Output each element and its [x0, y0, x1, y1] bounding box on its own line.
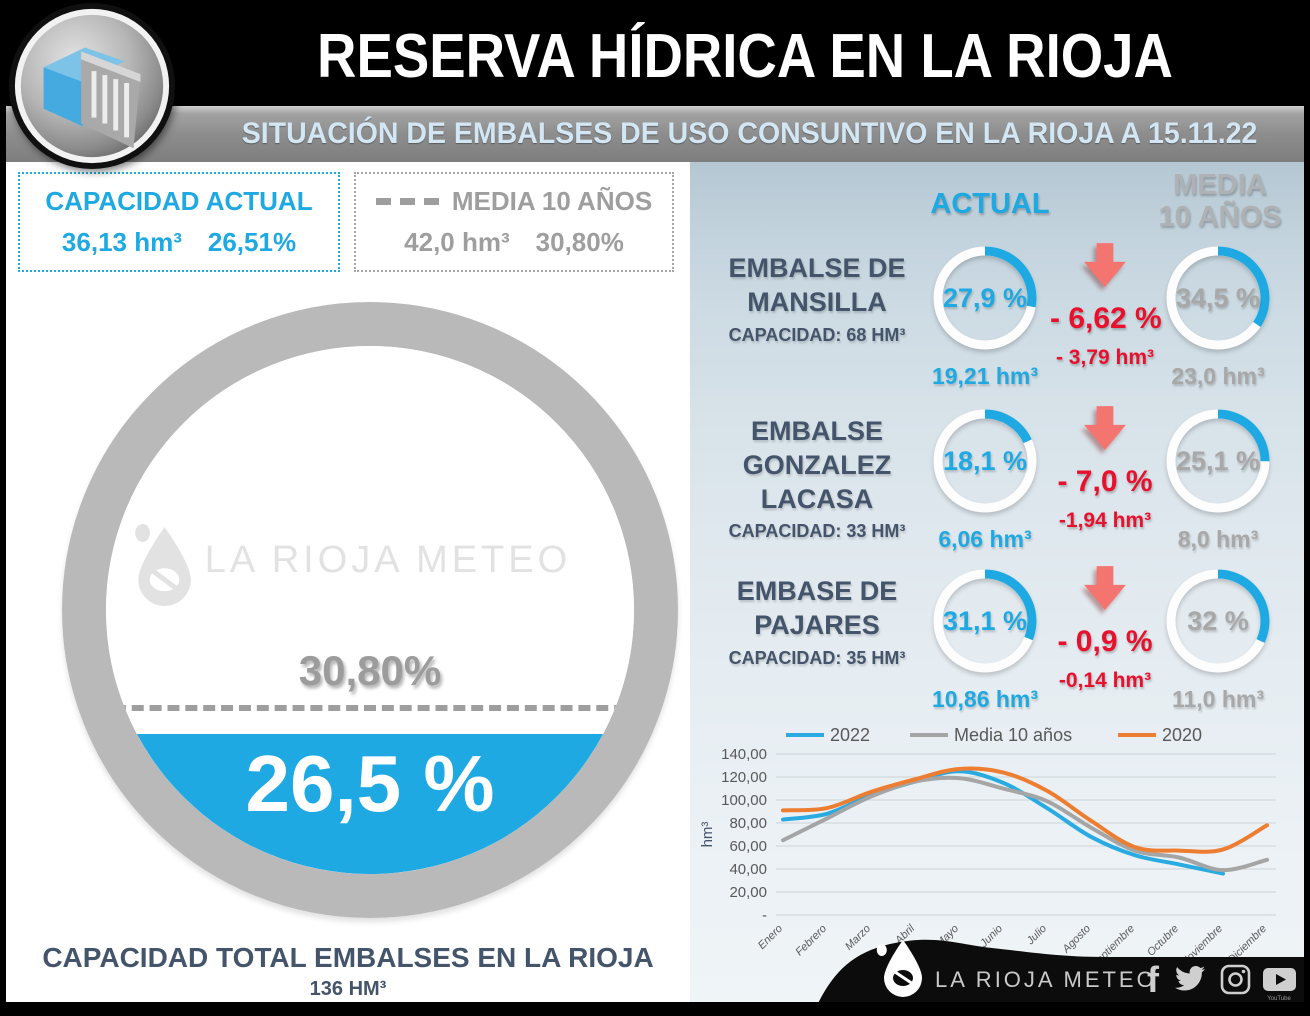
- media-gauge: 25,1 %: [1162, 405, 1274, 517]
- drop-icon: [134, 523, 191, 606]
- delta-block: - 6,62 % - 3,79 hm³: [1050, 241, 1162, 370]
- page-title: RESERVA HÍDRICA EN LA RIOJA: [317, 21, 1173, 91]
- capacidad-actual-volume: 36,13 hm³: [61, 227, 182, 257]
- media-volume: 8,0 hm³: [1177, 526, 1259, 552]
- media-10-percent: 30,80%: [535, 227, 624, 257]
- media-percent: 25,1 %: [1175, 445, 1261, 476]
- delta-block: - 7,0 % -1,94 hm³: [1050, 404, 1160, 533]
- svg-text:Media 10 años: Media 10 años: [954, 725, 1072, 745]
- down-arrow-icon: [1084, 406, 1126, 450]
- svg-text:-: -: [762, 907, 767, 924]
- subtitle-text: SITUACIÓN DE EMBALSES DE USO CONSUNTIVO …: [242, 117, 1258, 150]
- reservoir-capacity: CAPACIDAD: 35 HM³: [728, 647, 906, 668]
- actual-gauge: 27,9 %: [929, 242, 1041, 354]
- delta-percent: - 7,0 %: [1057, 465, 1153, 498]
- reservoir-row-pajares: EMBASE DE PAJARES CAPACIDAD: 35 HM³ 31,1…: [690, 566, 1304, 735]
- svg-text:20,00: 20,00: [729, 884, 767, 901]
- media-10-volume: 42,0 hm³: [404, 227, 510, 257]
- delta-volume: -1,94 hm³: [1058, 509, 1152, 532]
- footer-brand-bar: LA RIOJA METEO f YouTube: [818, 939, 1304, 1002]
- actual-volume: 19,21 hm³: [931, 363, 1039, 389]
- media-volume: 11,0 hm³: [1171, 686, 1265, 712]
- reservoir-capacity: CAPACIDAD: 68 HM³: [728, 324, 906, 345]
- youtube-icon[interactable]: YouTube: [1263, 968, 1296, 1002]
- svg-text:140,00: 140,00: [721, 746, 767, 763]
- total-capacity-gauge: 30,80% 26,5 %: [62, 302, 678, 918]
- instagram-icon[interactable]: [1220, 964, 1251, 995]
- delta-percent: - 0,9 %: [1057, 625, 1153, 658]
- svg-text:60,00: 60,00: [729, 838, 767, 855]
- actual-gauge: 18,1 %: [929, 405, 1041, 517]
- media-percent: 32 %: [1187, 605, 1249, 636]
- actual-percent-label: 26,5 %: [245, 739, 495, 829]
- reservoir-name: EMBALSE: [750, 416, 883, 446]
- column-header-actual: ACTUAL: [930, 188, 1050, 220]
- caption-capacity: 136 HM³: [309, 978, 387, 1000]
- annual-evolution-chart: 140,00 120,00 100,00 80,00 60,00 40,00 20,00 -E…: [699, 725, 1276, 957]
- capacidad-actual-label: CAPACIDAD ACTUAL: [45, 186, 313, 216]
- reservoir-name: EMBASE DE: [736, 576, 898, 606]
- total-capacity-caption: CAPACIDAD TOTAL EMBALSES EN LA RIOJA 136…: [6, 942, 690, 1001]
- actual-percent: 18,1 %: [942, 445, 1028, 476]
- capacidad-actual-box: CAPACIDAD ACTUAL 36,13 hm³ 26,51%: [18, 172, 340, 272]
- svg-text:2022: 2022: [830, 725, 870, 745]
- delta-volume: -0,14 hm³: [1058, 669, 1152, 692]
- actual-gauge: 31,1 %: [929, 565, 1041, 677]
- subtitle-bar: SITUACIÓN DE EMBALSES DE USO CONSUNTIVO …: [6, 106, 1304, 162]
- svg-text:40,00: 40,00: [729, 861, 767, 878]
- delta-volume: - 3,79 hm³: [1055, 346, 1155, 369]
- watermark: LA RIOJA METEO: [6, 514, 690, 606]
- svg-text:Enero: Enero: [756, 923, 785, 952]
- brand-text: LA RIOJA METEO: [935, 967, 1157, 992]
- media-percent-label: 30,80%: [298, 647, 442, 695]
- dam-logo-icon: [8, 2, 176, 170]
- media-10-box: MEDIA 10 AÑOS 42,0 hm³ 30,80%: [354, 172, 674, 272]
- reservoir-row-gonzalez-lacasa: EMBALSE GONZALEZ LACASA CAPACIDAD: 33 HM…: [690, 406, 1304, 575]
- left-panel: CAPACIDAD ACTUAL 36,13 hm³ 26,51% MEDIA …: [6, 162, 690, 1002]
- media-volume: 23,0 hm³: [1171, 363, 1265, 389]
- delta-block: - 0,9 % -0,14 hm³: [1050, 564, 1160, 693]
- dashed-line-icon: [375, 198, 440, 205]
- facebook-icon[interactable]: f: [1147, 959, 1160, 1000]
- water-fill: [106, 734, 634, 874]
- header: RESERVA HÍDRICA EN LA RIOJA: [0, 0, 1310, 106]
- watermark-text: LA RIOJA METEO: [204, 538, 572, 581]
- svg-text:120,00: 120,00: [721, 769, 767, 786]
- right-panel: ACTUAL MEDIA 10 AÑOS EMBALSE DE MANSILLA…: [690, 162, 1304, 1002]
- actual-volume: 10,86 hm³: [931, 686, 1039, 712]
- reservoir-capacity: CAPACIDAD: 33 HM³: [728, 521, 906, 542]
- media-10-label: MEDIA 10 AÑOS: [451, 186, 653, 216]
- svg-text:100,00: 100,00: [721, 792, 767, 809]
- down-arrow-icon: [1084, 566, 1126, 610]
- svg-text:YouTube: YouTube: [1267, 996, 1291, 1002]
- reservoir-row-mansilla: EMBALSE DE MANSILLA CAPACIDAD: 68 HM³ 27…: [690, 243, 1304, 412]
- column-header-media: MEDIA 10 AÑOS: [1158, 169, 1282, 233]
- reservoir-name: EMBALSE DE: [728, 253, 906, 283]
- svg-text:80,00: 80,00: [729, 815, 767, 832]
- actual-percent: 31,1 %: [942, 605, 1028, 636]
- svg-text:hm³: hm³: [699, 822, 716, 848]
- twitter-icon[interactable]: [1175, 966, 1205, 991]
- media-percent: 34,5 %: [1175, 282, 1261, 313]
- actual-volume: 6,06 hm³: [938, 526, 1032, 552]
- capacidad-actual-percent: 26,51%: [207, 227, 297, 257]
- caption-title: CAPACIDAD TOTAL EMBALSES EN LA RIOJA: [42, 942, 654, 973]
- brand-drop-icon: [876, 940, 922, 997]
- media-gauge: 34,5 %: [1162, 242, 1274, 354]
- svg-text:2020: 2020: [1162, 725, 1202, 745]
- media-gauge: 32 %: [1162, 565, 1274, 677]
- actual-percent: 27,9 %: [942, 282, 1028, 313]
- delta-percent: - 6,62 %: [1050, 302, 1162, 335]
- down-arrow-icon: [1084, 243, 1126, 287]
- media-dashed-line: [106, 705, 634, 712]
